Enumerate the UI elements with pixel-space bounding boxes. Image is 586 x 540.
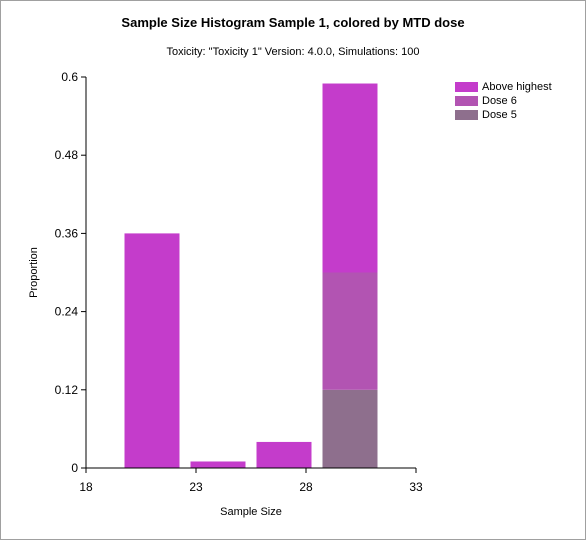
chart-subtitle: Toxicity: "Toxicity 1" Version: 4.0.0, S… [166,46,420,58]
legend-swatch [455,96,478,106]
y-axis-title: Proportion [28,247,40,298]
legend-item: Above highest [455,80,552,94]
y-tick-label: 0.24 [55,305,79,319]
x-tick-label: 23 [189,480,203,494]
bar-above-highest [124,233,180,468]
legend-label: Above highest [482,81,552,93]
bar-dose-5 [322,389,378,468]
legend-swatch [455,110,478,120]
chart-legend: Above highest Dose 6 Dose 5 [455,80,552,122]
bar-above-highest [322,83,378,273]
legend-item: Dose 6 [455,94,552,108]
y-tick-label: 0.6 [61,70,78,84]
x-tick-label: 33 [409,480,423,494]
bar-above-highest [190,461,246,468]
y-tick-label: 0.36 [55,226,79,240]
y-tick-label: 0 [71,461,78,475]
bar-above-highest [256,441,312,468]
legend-label: Dose 5 [482,109,517,121]
x-tick-label: 28 [299,480,313,494]
y-tick-label: 0.48 [55,148,79,162]
x-tick-label: 18 [79,480,93,494]
bar-dose-6 [322,272,378,390]
chart-title: Sample Size Histogram Sample 1, colored … [121,15,465,30]
x-axis-title: Sample Size [220,506,282,518]
y-tick-label: 0.12 [55,383,79,397]
legend-swatch [455,82,478,92]
legend-item: Dose 5 [455,108,552,122]
legend-label: Dose 6 [482,95,517,107]
